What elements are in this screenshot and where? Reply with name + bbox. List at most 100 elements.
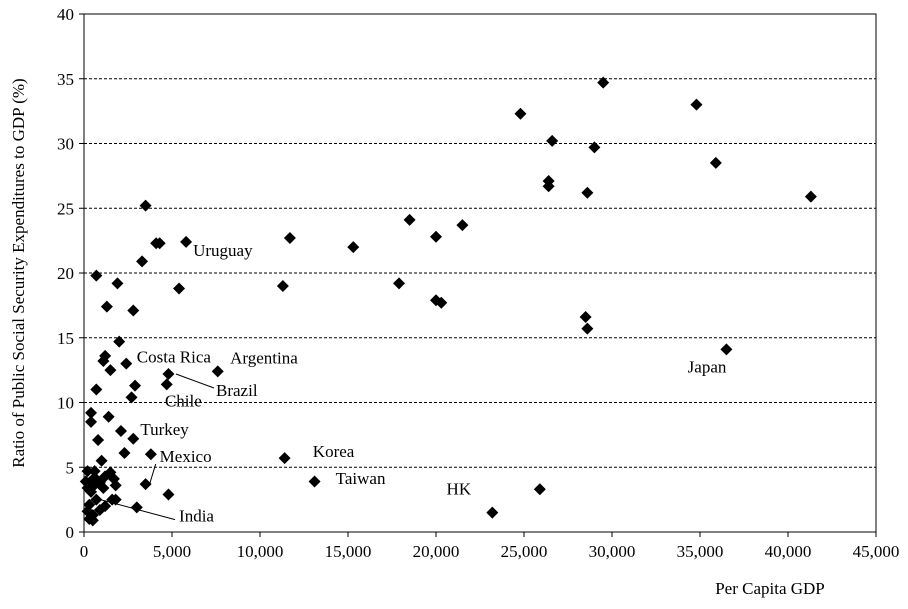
- data-point-52: [95, 454, 108, 467]
- y-tick-label-1: 5: [66, 458, 75, 477]
- y-tick-label-6: 30: [57, 135, 74, 154]
- data-point-5: [709, 156, 722, 169]
- data-point-17: [180, 235, 193, 248]
- x-tick-label-3: 15,000: [325, 542, 372, 561]
- x-tick-label-8: 40,000: [765, 542, 812, 561]
- data-point-4: [588, 141, 601, 154]
- data-point-14: [430, 230, 442, 243]
- data-point-12: [456, 219, 469, 232]
- data-points: [79, 76, 817, 527]
- x-tick-label-6: 30,000: [589, 542, 636, 561]
- data-point-23: [276, 279, 289, 292]
- y-tick-label-8: 40: [57, 5, 74, 24]
- data-point-73: [90, 493, 103, 506]
- data-point-68: [533, 483, 546, 496]
- data-point-28: [127, 304, 140, 317]
- data-point-22: [393, 277, 406, 290]
- data-point-9: [804, 190, 817, 203]
- data-point-20: [90, 269, 103, 282]
- data-point-10: [139, 199, 152, 212]
- annotation-line-india: [100, 499, 176, 521]
- axis-ticks: 0 5 10 15 20 25 30 35 40 0 5,000 10,000 15,000 20,000…: [57, 5, 899, 561]
- data-point-77: [81, 505, 94, 518]
- annotation-costa-rica: Costa Rica: [137, 347, 212, 366]
- data-point-43: [85, 406, 98, 419]
- data-point-76: [130, 501, 143, 514]
- data-point-78: [93, 503, 106, 516]
- data-point-19: [136, 255, 149, 268]
- data-point-37: [211, 365, 224, 378]
- data-point-40: [160, 378, 173, 391]
- data-point-2: [514, 107, 527, 120]
- data-point-13: [283, 232, 296, 245]
- annotation-brazil: Brazil: [216, 381, 258, 400]
- annotation-korea: Korea: [313, 442, 355, 461]
- data-point-36: [104, 364, 117, 377]
- x-tick-label-7: 35,000: [677, 542, 724, 561]
- data-point-7: [542, 180, 555, 193]
- y-tick-label-4: 20: [57, 264, 74, 283]
- y-tick-label-5: 25: [57, 199, 74, 218]
- data-point-1: [690, 98, 703, 111]
- data-point-11: [403, 213, 416, 226]
- annotation-taiwan: Taiwan: [336, 469, 386, 488]
- data-point-21: [111, 277, 124, 290]
- data-point-44: [102, 410, 115, 423]
- y-tick-label-0: 0: [66, 523, 75, 542]
- data-point-34: [97, 355, 110, 368]
- y-tick-label-2: 10: [57, 394, 74, 413]
- data-point-54: [88, 465, 101, 478]
- data-point-62: [308, 475, 321, 488]
- gridlines: [84, 78, 876, 468]
- data-point-0: [597, 76, 610, 89]
- y-tick-label-7: 35: [57, 70, 74, 89]
- data-point-49: [118, 447, 131, 460]
- y-tick-label-3: 15: [57, 329, 74, 348]
- x-tick-label-4: 20,000: [413, 542, 460, 561]
- annotation-japan: Japan: [688, 358, 727, 377]
- data-point-67: [97, 481, 110, 494]
- data-point-32: [720, 343, 733, 356]
- data-point-3: [546, 134, 559, 147]
- data-point-24: [173, 282, 186, 295]
- data-point-38: [162, 368, 175, 381]
- data-point-79: [486, 506, 499, 519]
- x-tick-label-5: 25,000: [501, 542, 548, 561]
- data-point-31: [113, 335, 126, 348]
- annotation-india: India: [179, 507, 214, 526]
- data-point-69: [85, 485, 98, 498]
- y-axis-title: Ratio of Public Social Security Expendit…: [9, 78, 28, 467]
- data-point-45: [85, 415, 98, 428]
- data-point-50: [144, 448, 157, 461]
- x-tick-label-0: 0: [80, 542, 89, 561]
- data-point-46: [114, 424, 127, 437]
- data-point-26: [435, 296, 448, 309]
- data-point-39: [129, 379, 142, 392]
- data-point-8: [581, 186, 594, 199]
- x-tick-label-1: 5,000: [153, 542, 191, 561]
- data-point-47: [92, 434, 105, 447]
- data-point-48: [127, 432, 140, 445]
- x-tick-label-2: 10,000: [237, 542, 284, 561]
- data-point-18: [347, 241, 360, 254]
- annotation-turkey: Turkey: [140, 420, 189, 439]
- annotation-chile: Chile: [165, 391, 202, 410]
- data-point-35: [120, 357, 133, 370]
- data-point-70: [162, 488, 175, 501]
- annotations: Uruguay Costa Rica Argentina Brazil Chile Tur…: [100, 241, 727, 526]
- data-point-53: [81, 465, 94, 478]
- data-point-41: [90, 383, 103, 396]
- data-point-82: [86, 514, 99, 527]
- annotation-hk: HK: [447, 479, 472, 498]
- annotation-argentina: Argentina: [230, 349, 298, 368]
- data-point-29: [579, 311, 592, 324]
- annotation-mexico: Mexico: [160, 447, 212, 466]
- data-point-64: [109, 479, 122, 492]
- annotation-line-mexico: [149, 463, 157, 485]
- annotation-uruguay: Uruguay: [193, 241, 253, 260]
- data-point-27: [100, 300, 113, 313]
- annotation-line-brazil: [175, 373, 215, 389]
- data-point-30: [581, 322, 594, 335]
